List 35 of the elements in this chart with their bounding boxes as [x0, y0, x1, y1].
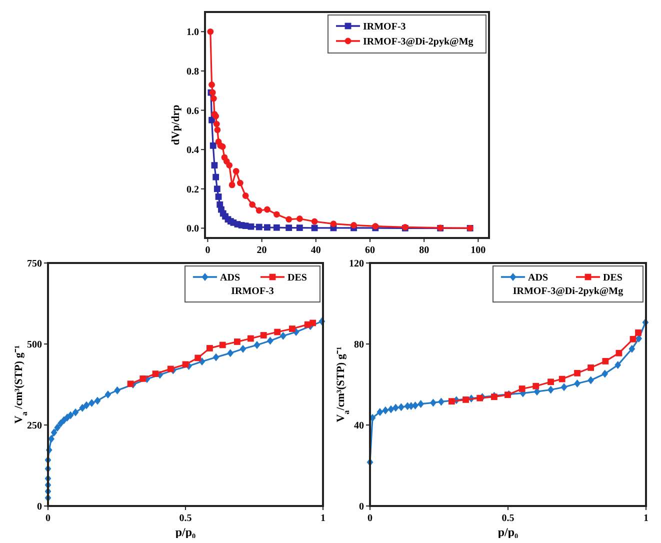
x-tick-label: 0 — [46, 513, 50, 524]
y-axis-title: dVp/drp — [170, 104, 182, 146]
x-tick-label: 1 — [320, 513, 326, 524]
y-tick-label: 0.8 — [186, 66, 199, 78]
x-tick-label: 0 — [205, 245, 210, 256]
x-tick-label: 60 — [364, 245, 375, 256]
y-tick-label: 80 — [354, 340, 364, 350]
legend-title: IRMOF-3 — [231, 286, 274, 297]
legend-label: ADS — [220, 272, 240, 284]
x-tick-label: 20 — [256, 245, 267, 256]
x-tick-label: 80 — [419, 245, 430, 256]
legend-label: IRMOF-3@Di-2pyk@Mg — [363, 36, 474, 48]
x-tick-label: 1 — [644, 513, 648, 524]
y-tick-label: 40 — [354, 420, 364, 432]
y-tick-label: 0.0 — [186, 224, 199, 235]
x-tick-label: 0.5 — [179, 513, 192, 524]
y-tick-label: 1.0 — [186, 27, 199, 38]
y-tick-label: 0 — [359, 502, 364, 512]
legend-title: IRMOF-3@Di-2pyk@Mg — [512, 286, 624, 297]
legend-label: IRMOF-3 — [363, 22, 406, 32]
y-tick-label: 0 — [37, 502, 42, 512]
x-tick-label: 0.5 — [502, 513, 514, 524]
x-tick-label: 40 — [310, 245, 321, 256]
y-tick-label: 500 — [27, 340, 42, 350]
legend-label: DES — [603, 272, 623, 284]
legend-label: ADS — [528, 272, 548, 284]
y-tick-label: 0.6 — [186, 106, 199, 117]
y-tick-label: 250 — [27, 420, 42, 432]
y-tick-label: 120 — [349, 258, 364, 270]
y-tick-label: 750 — [27, 258, 42, 270]
y-tick-label: 0.4 — [186, 145, 199, 156]
legend-label: DES — [288, 272, 308, 284]
y-tick-label: 0.2 — [186, 184, 199, 196]
x-tick-label: 0 — [368, 513, 372, 524]
x-tick-label: 100 — [470, 245, 486, 256]
